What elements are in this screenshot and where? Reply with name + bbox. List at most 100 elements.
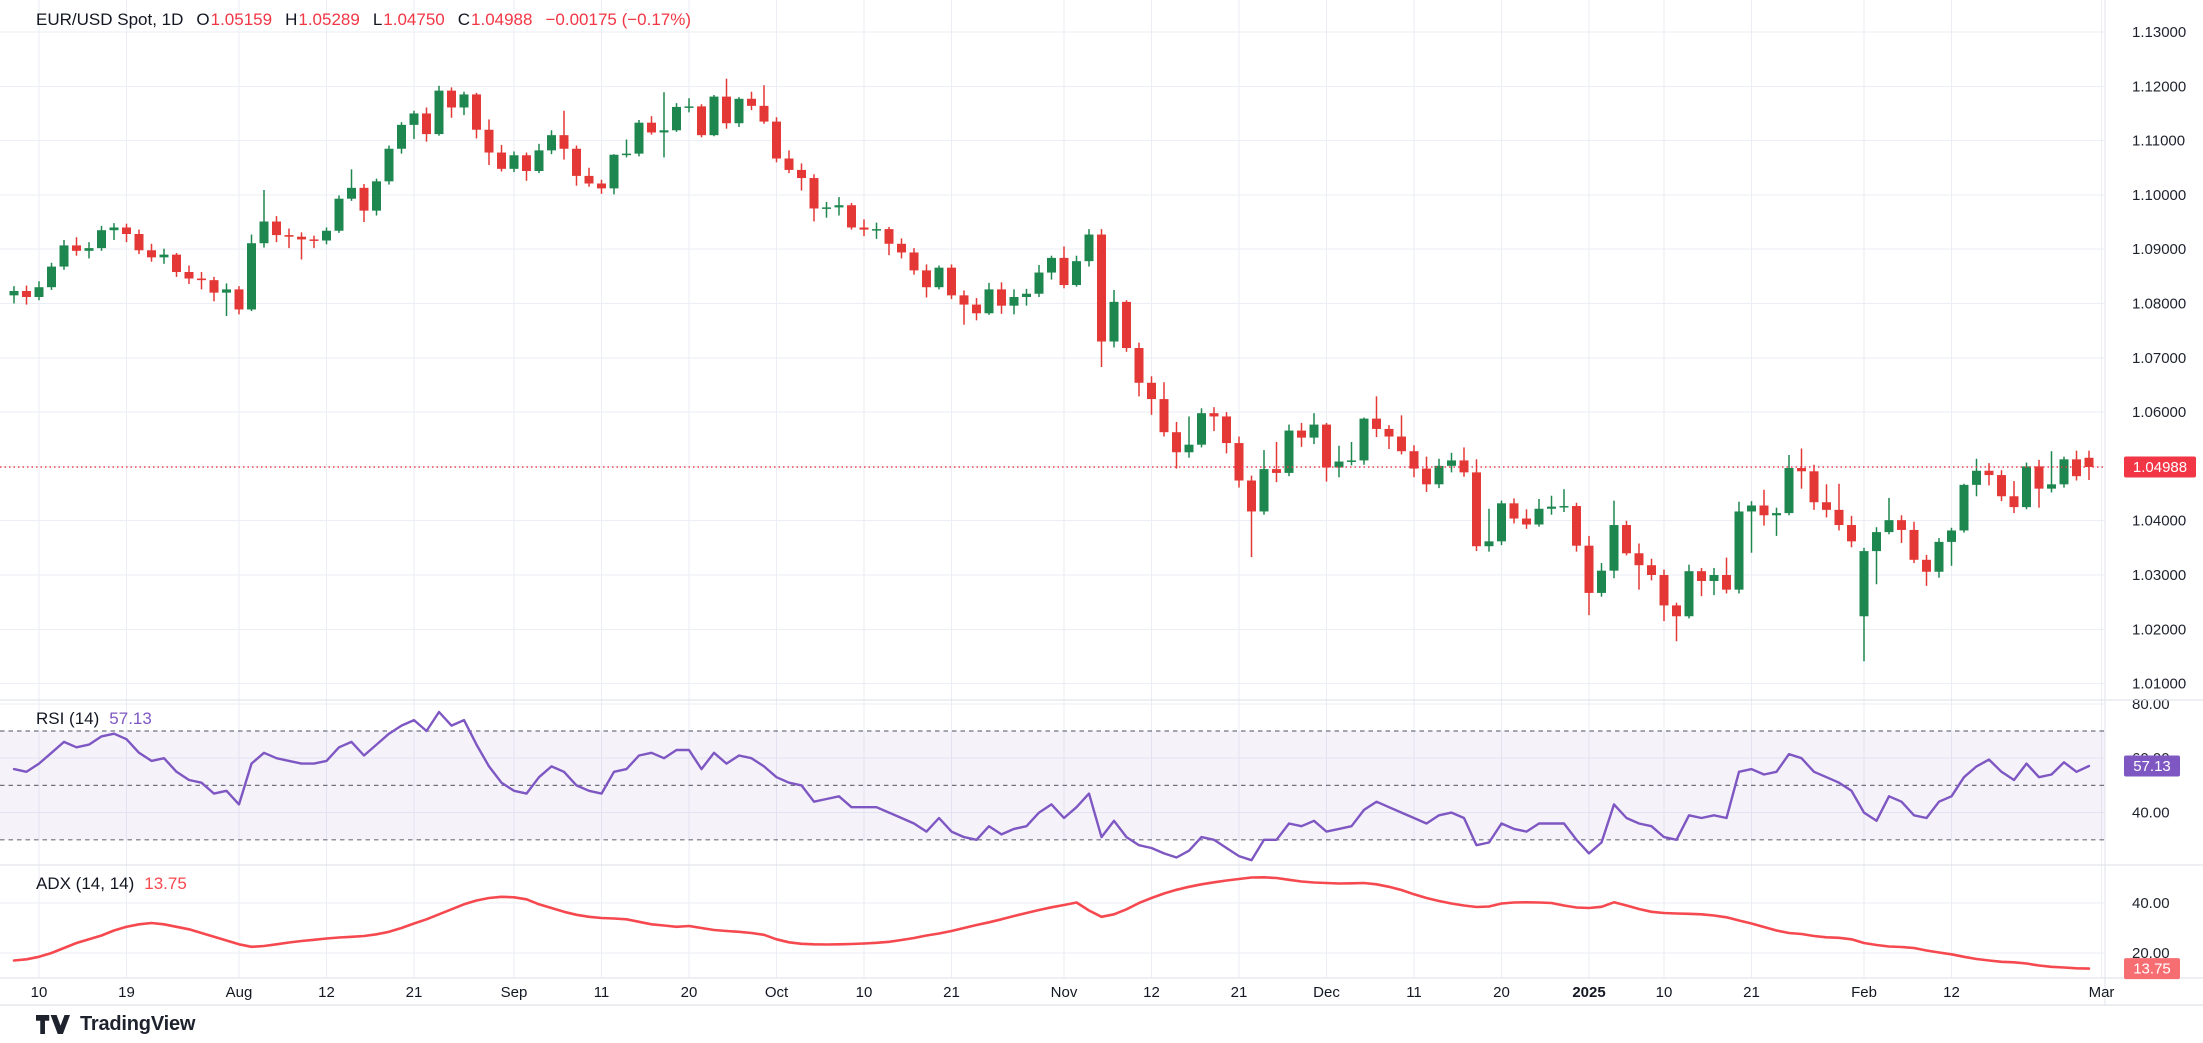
candle-body	[1234, 443, 1244, 481]
candle-body	[72, 245, 81, 251]
candle-body	[1847, 525, 1856, 542]
svg-text:21: 21	[943, 984, 960, 1001]
time-axis[interactable]	[0, 978, 2203, 1005]
candle-body	[84, 248, 94, 251]
ohlc-open: O 1.05159	[196, 10, 273, 29]
candle-body	[1922, 559, 1931, 572]
candle-body	[1359, 418, 1369, 461]
candle-body	[1622, 525, 1631, 554]
candle-body	[634, 122, 644, 154]
ohlc-low: L 1.04750	[372, 10, 445, 29]
svg-text:1.10000: 1.10000	[2132, 187, 2186, 204]
candle-body	[1022, 293, 1031, 297]
candle-body	[1322, 424, 1331, 468]
candle-body	[484, 129, 494, 153]
candle-body	[797, 169, 806, 179]
candle-body	[2034, 466, 2044, 489]
adx-value-badge	[2124, 958, 2180, 980]
chart-plot-area[interactable]	[0, 0, 2105, 978]
ohlc-close: C 1.04988	[457, 10, 533, 29]
candle-body	[1959, 484, 1969, 531]
candle-body	[434, 90, 444, 135]
candle-body	[834, 205, 844, 208]
candle-body	[1184, 444, 1194, 453]
candle-body	[234, 289, 244, 310]
candle-body	[522, 155, 531, 172]
svg-text:1.04000: 1.04000	[2132, 513, 2186, 530]
candle-body	[747, 98, 756, 106]
candle-body	[1397, 436, 1406, 452]
price-axis[interactable]	[2105, 0, 2203, 1005]
adx-label: ADX (14, 14)	[36, 874, 135, 893]
candle-body	[847, 205, 856, 228]
tradingview-logo-icon[interactable]	[36, 1014, 70, 1035]
candle-body	[1909, 529, 1919, 560]
candle-body	[1997, 475, 2006, 497]
candle-body	[1047, 257, 1056, 273]
candle-body	[1059, 257, 1069, 286]
candle-body	[709, 96, 719, 136]
candle-body	[209, 280, 219, 293]
svg-text:11: 11	[1406, 984, 1422, 1001]
candle-body	[1472, 472, 1481, 547]
candle-body	[1272, 469, 1281, 473]
candle-body	[222, 289, 231, 293]
candle-body	[509, 155, 519, 169]
candle-body	[309, 239, 319, 241]
candle-body	[597, 183, 606, 189]
svg-text:12: 12	[318, 984, 335, 1001]
candle-body	[1672, 605, 1681, 617]
candle-body	[1572, 506, 1581, 546]
svg-text:10: 10	[856, 984, 873, 1001]
candle-body	[1547, 506, 1556, 509]
candle-body	[1497, 503, 1506, 542]
candle-body	[47, 266, 56, 288]
candle-body	[559, 135, 569, 149]
candle-body	[1934, 541, 1944, 572]
candle-body	[9, 291, 19, 296]
candle-body	[172, 254, 181, 273]
candle-body	[409, 113, 419, 125]
svg-text:Mar: Mar	[2089, 984, 2115, 1001]
candle-body	[1422, 468, 1431, 485]
candle-body	[2047, 484, 2056, 489]
candle-body	[1784, 468, 1794, 514]
candle-body	[534, 150, 544, 172]
candle-body	[1522, 518, 1531, 525]
candle-body	[1659, 575, 1669, 606]
candle-body	[572, 148, 581, 176]
candle-body	[372, 181, 381, 211]
candle-body	[872, 229, 881, 231]
brand-name[interactable]: TradingView	[80, 1013, 196, 1035]
candle-body	[97, 230, 106, 249]
candle-body	[159, 254, 169, 258]
svg-text:40.00: 40.00	[2132, 895, 2170, 912]
svg-text:1.06000: 1.06000	[2132, 404, 2186, 421]
candle-body	[1347, 460, 1356, 462]
candle-body	[1072, 261, 1081, 286]
candle-body	[1697, 571, 1706, 581]
candle-body	[1334, 461, 1344, 468]
svg-text:10: 10	[31, 984, 48, 1001]
svg-text:Nov: Nov	[1051, 984, 1078, 1001]
candle-body	[109, 227, 119, 231]
candle-body	[684, 106, 694, 108]
ohlc-high: H 1.05289	[285, 10, 360, 29]
candle-body	[1884, 520, 1894, 533]
candle-body	[1209, 413, 1219, 417]
svg-text:20: 20	[681, 984, 698, 1001]
candle-body	[622, 153, 631, 156]
candle-body	[1609, 525, 1619, 571]
candle-body	[1984, 470, 1994, 476]
candle-body	[247, 243, 256, 310]
candle-body	[934, 267, 944, 288]
candle-body	[272, 221, 281, 236]
candle-body	[584, 175, 594, 184]
candle-body	[184, 272, 194, 279]
rsi-value-badge	[2124, 755, 2180, 777]
candle-body	[1409, 451, 1419, 469]
candle-body	[1809, 471, 1819, 503]
candle-body	[734, 98, 744, 124]
candle-body	[647, 122, 656, 133]
